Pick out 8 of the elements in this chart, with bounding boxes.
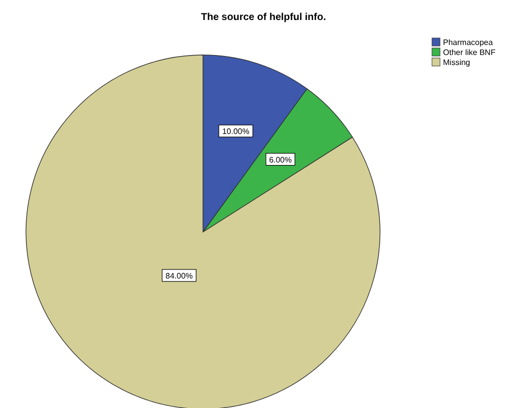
- legend-label: Pharmacopea: [443, 38, 494, 47]
- data-label: 84.00%: [166, 271, 193, 280]
- data-label: 10.00%: [222, 127, 250, 136]
- legend-label: Other like BNF: [443, 48, 496, 57]
- data-label: 6.00%: [269, 155, 292, 164]
- chart-title: The source of helpful info.: [201, 12, 326, 23]
- pie-slice: [26, 54, 380, 408]
- legend-label: Missing: [443, 58, 470, 67]
